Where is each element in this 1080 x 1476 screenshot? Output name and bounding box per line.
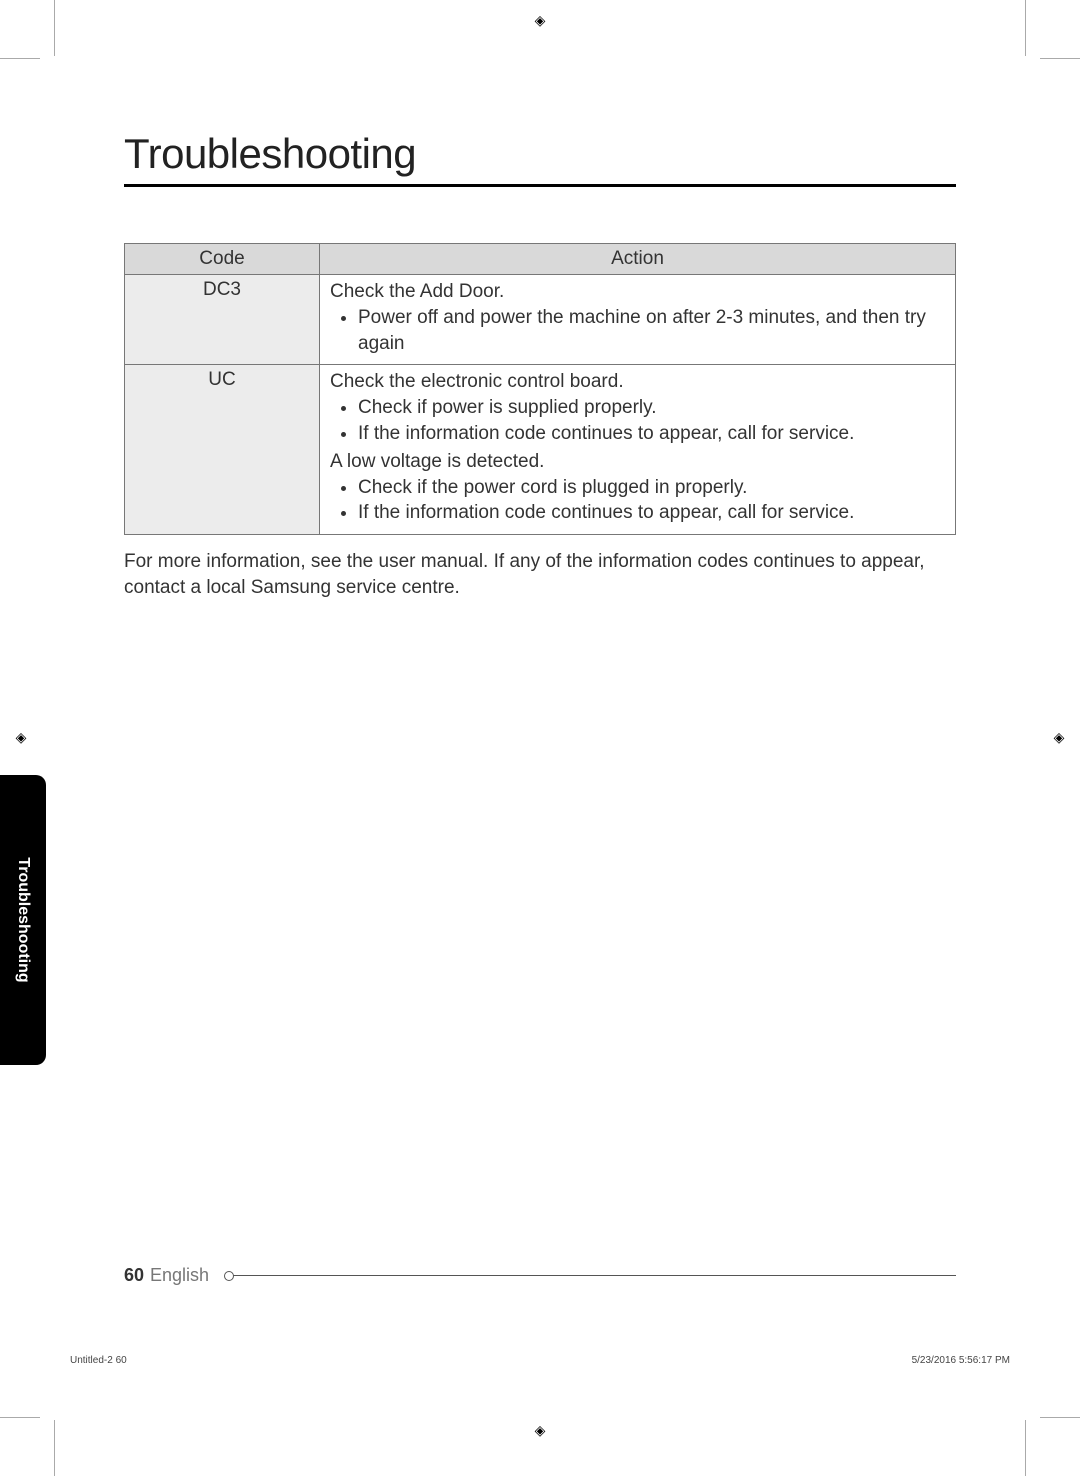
section-tab: Troubleshooting (0, 775, 46, 1065)
code-cell: DC3 (125, 275, 320, 365)
crop-mark (1025, 0, 1026, 56)
registration-mark-icon: ◈ (1050, 729, 1068, 747)
table-row: DC3 Check the Add Door. Power off and po… (125, 275, 956, 365)
crop-mark (54, 1420, 55, 1476)
registration-mark-icon: ◈ (12, 729, 30, 747)
action-lead: Check the Add Door. (330, 281, 945, 303)
title-rule (124, 184, 956, 187)
crop-mark (0, 1417, 40, 1418)
crop-mark (0, 58, 40, 59)
print-meta-left: Untitled-2 60 (70, 1355, 127, 1366)
codes-table: Code Action DC3 Check the Add Door. Powe… (124, 243, 956, 535)
code-cell: UC (125, 365, 320, 535)
action-bullet: Power off and power the machine on after… (358, 305, 945, 356)
action-bullet: If the information code continues to app… (358, 421, 945, 447)
registration-mark-icon: ◈ (531, 1422, 549, 1440)
crop-mark (1025, 1420, 1026, 1476)
action-cell: Check the electronic control board. Chec… (320, 365, 956, 535)
crop-mark (54, 0, 55, 56)
section-tab-label: Troubleshooting (14, 857, 32, 982)
page-footer: 60 English (124, 1265, 956, 1286)
registration-mark-icon: ◈ (531, 12, 549, 30)
col-header-action: Action (320, 244, 956, 275)
action-lead: A low voltage is detected. (330, 451, 945, 473)
page-title: Troubleshooting (124, 130, 956, 178)
footer-rule (225, 1275, 956, 1276)
print-meta-right: 5/23/2016 5:56:17 PM (912, 1355, 1010, 1366)
action-bullets: Power off and power the machine on after… (330, 305, 945, 356)
col-header-code: Code (125, 244, 320, 275)
footer-note: For more information, see the user manua… (124, 549, 956, 602)
page-language: English (150, 1265, 209, 1286)
crop-mark (1040, 1417, 1080, 1418)
page-number: 60 (124, 1265, 144, 1286)
table-row: UC Check the electronic control board. C… (125, 365, 956, 535)
action-bullets: Check if power is supplied properly. If … (330, 395, 945, 446)
action-bullet: Check if the power cord is plugged in pr… (358, 475, 945, 501)
action-bullet: Check if power is supplied properly. (358, 395, 945, 421)
action-lead: Check the electronic control board. (330, 371, 945, 393)
action-bullets: Check if the power cord is plugged in pr… (330, 475, 945, 526)
action-bullet: If the information code continues to app… (358, 500, 945, 526)
page-content: Troubleshooting Code Action DC3 Check th… (124, 130, 956, 621)
action-cell: Check the Add Door. Power off and power … (320, 275, 956, 365)
crop-mark (1040, 58, 1080, 59)
